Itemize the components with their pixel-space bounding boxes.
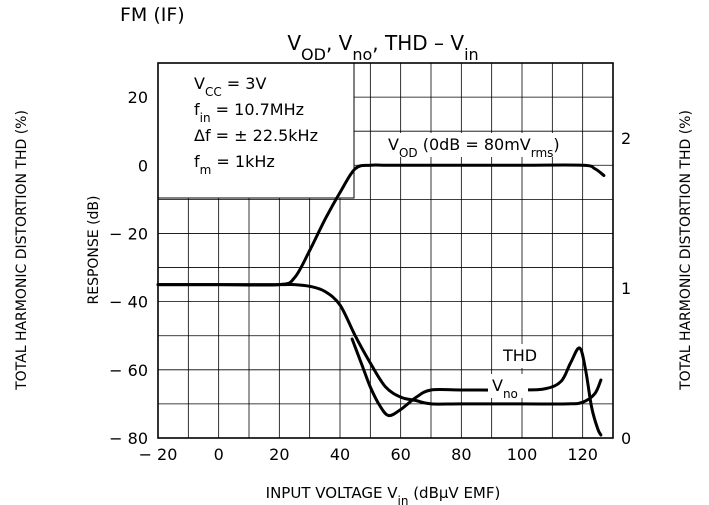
x-tick-label: 40 xyxy=(330,445,350,464)
x-tick-label: 120 xyxy=(567,445,598,464)
chart-title: VOD, Vno, THD – Vin xyxy=(287,31,478,64)
x-axis-label: INPUT VOLTAGE Vin (dBμV EMF) xyxy=(266,484,501,505)
x-tick-label: 20 xyxy=(269,445,289,464)
y2-tick-label: 1 xyxy=(621,279,631,298)
y-tick-label: − 80 xyxy=(109,429,148,448)
plot-frame xyxy=(157,62,614,439)
y2-tick-label: 2 xyxy=(621,129,631,148)
condition-text: fm = 1kHz xyxy=(194,152,275,177)
y-tick-label: − 20 xyxy=(109,224,148,243)
y-tick-label: − 40 xyxy=(109,293,148,312)
series-label-vno: Vno xyxy=(492,376,518,401)
y2-axis-label-right: TOTAL HARMONIC DISTORTION THD (%) xyxy=(678,110,694,391)
x-tick-label: 60 xyxy=(390,445,410,464)
y-axis-label: RESPONSE (dB) xyxy=(86,196,102,305)
condition-text: fin = 10.7MHz xyxy=(194,100,304,125)
y-tick-label: 20 xyxy=(128,88,148,107)
series-line-vod xyxy=(156,163,606,287)
x-tick-label: 100 xyxy=(507,445,538,464)
series-label-vod-bg xyxy=(384,133,568,157)
x-tick-label: 80 xyxy=(451,445,471,464)
series-line-vno xyxy=(156,282,603,406)
condition-text: VCC = 3V xyxy=(194,74,266,99)
series-label-thd: THD xyxy=(502,346,537,365)
y2-tick-label: 0 xyxy=(621,429,631,448)
series-label-vod: VOD (0dB = 80mVrms) xyxy=(388,135,560,160)
condition-text: Δf = ± 22.5kHz xyxy=(194,126,318,145)
header-label: FM (IF) xyxy=(120,4,185,26)
y-tick-label: − 60 xyxy=(109,361,148,380)
x-tick-label: 0 xyxy=(214,445,224,464)
series-line-thd xyxy=(350,337,603,437)
y2-axis-label-left: TOTAL HARMONIC DISTORTION THD (%) xyxy=(14,110,30,391)
series-label-thd-bg xyxy=(499,344,543,368)
y-tick-label: 0 xyxy=(138,156,148,175)
x-tick-label: − 20 xyxy=(139,445,178,464)
series-label-vno-bg xyxy=(488,374,528,398)
